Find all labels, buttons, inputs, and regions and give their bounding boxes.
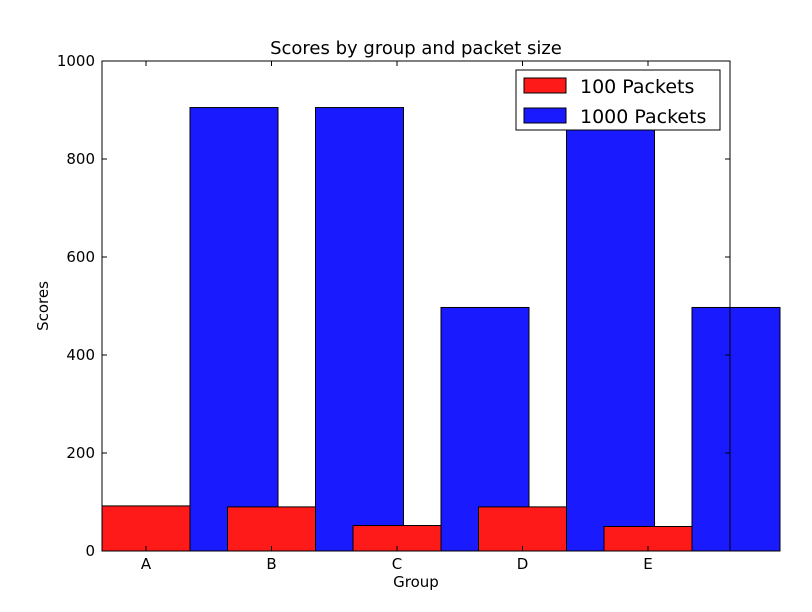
bars-group [101,107,781,552]
x-tick-label-b: B [266,555,276,573]
bar-b-series-1 [315,107,404,552]
y-tick-label-0: 0 [85,542,95,560]
plot-area-frame [101,60,731,552]
legend-label-100-packets: 100 Packets [580,76,694,98]
legend-label-1000-packets: 1000 Packets [580,106,706,128]
x-tick-label-c: C [392,555,402,573]
y-axis-ticks: 0 200 400 600 800 1000 [57,52,730,560]
x-axis-label: Group [393,573,439,591]
y-tick-label-600: 600 [66,248,95,266]
x-axis-ticks: A B C D E [141,61,653,573]
y-axis-label: Scores [34,281,52,331]
chart-title: Scores by group and packet size [270,38,562,59]
bar-d-series-1 [566,107,655,552]
bar-e-series-1 [691,306,781,552]
legend-swatch-100-packets [523,77,567,94]
bar-d-series-0 [478,506,567,552]
x-tick-label-d: D [517,555,529,573]
bar-a-series-1 [189,107,279,552]
y-tick-label-800: 800 [66,150,95,168]
y-tick-label-1000: 1000 [57,52,95,70]
bar-b-series-0 [227,506,316,552]
bar-a-series-0 [101,505,191,552]
x-tick-label-a: A [141,555,152,573]
y-tick-label-400: 400 [66,346,95,364]
legend: 100 Packets 1000 Packets [515,69,721,131]
x-tick-label-e: E [643,555,652,573]
y-tick-label-200: 200 [66,444,95,462]
legend-swatch-1000-packets [523,107,567,124]
